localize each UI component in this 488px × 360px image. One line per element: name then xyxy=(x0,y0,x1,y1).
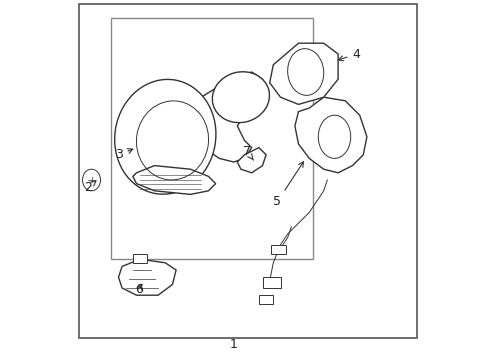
Text: 4: 4 xyxy=(338,48,360,61)
Bar xyxy=(133,254,147,263)
Polygon shape xyxy=(294,97,366,173)
Text: 5: 5 xyxy=(273,162,303,208)
Text: 1: 1 xyxy=(229,338,237,351)
Bar xyxy=(271,245,285,254)
Text: 2: 2 xyxy=(84,181,96,194)
Bar xyxy=(262,277,280,288)
Ellipse shape xyxy=(114,80,216,194)
Text: 7: 7 xyxy=(242,145,253,160)
Text: 3: 3 xyxy=(115,148,133,161)
Polygon shape xyxy=(237,148,265,173)
Polygon shape xyxy=(118,259,176,295)
Polygon shape xyxy=(133,166,215,194)
Bar xyxy=(111,18,312,259)
Text: 6: 6 xyxy=(134,283,142,296)
Bar xyxy=(258,295,273,304)
Polygon shape xyxy=(197,72,265,162)
Polygon shape xyxy=(269,43,337,104)
Ellipse shape xyxy=(82,169,101,191)
Ellipse shape xyxy=(212,72,269,123)
